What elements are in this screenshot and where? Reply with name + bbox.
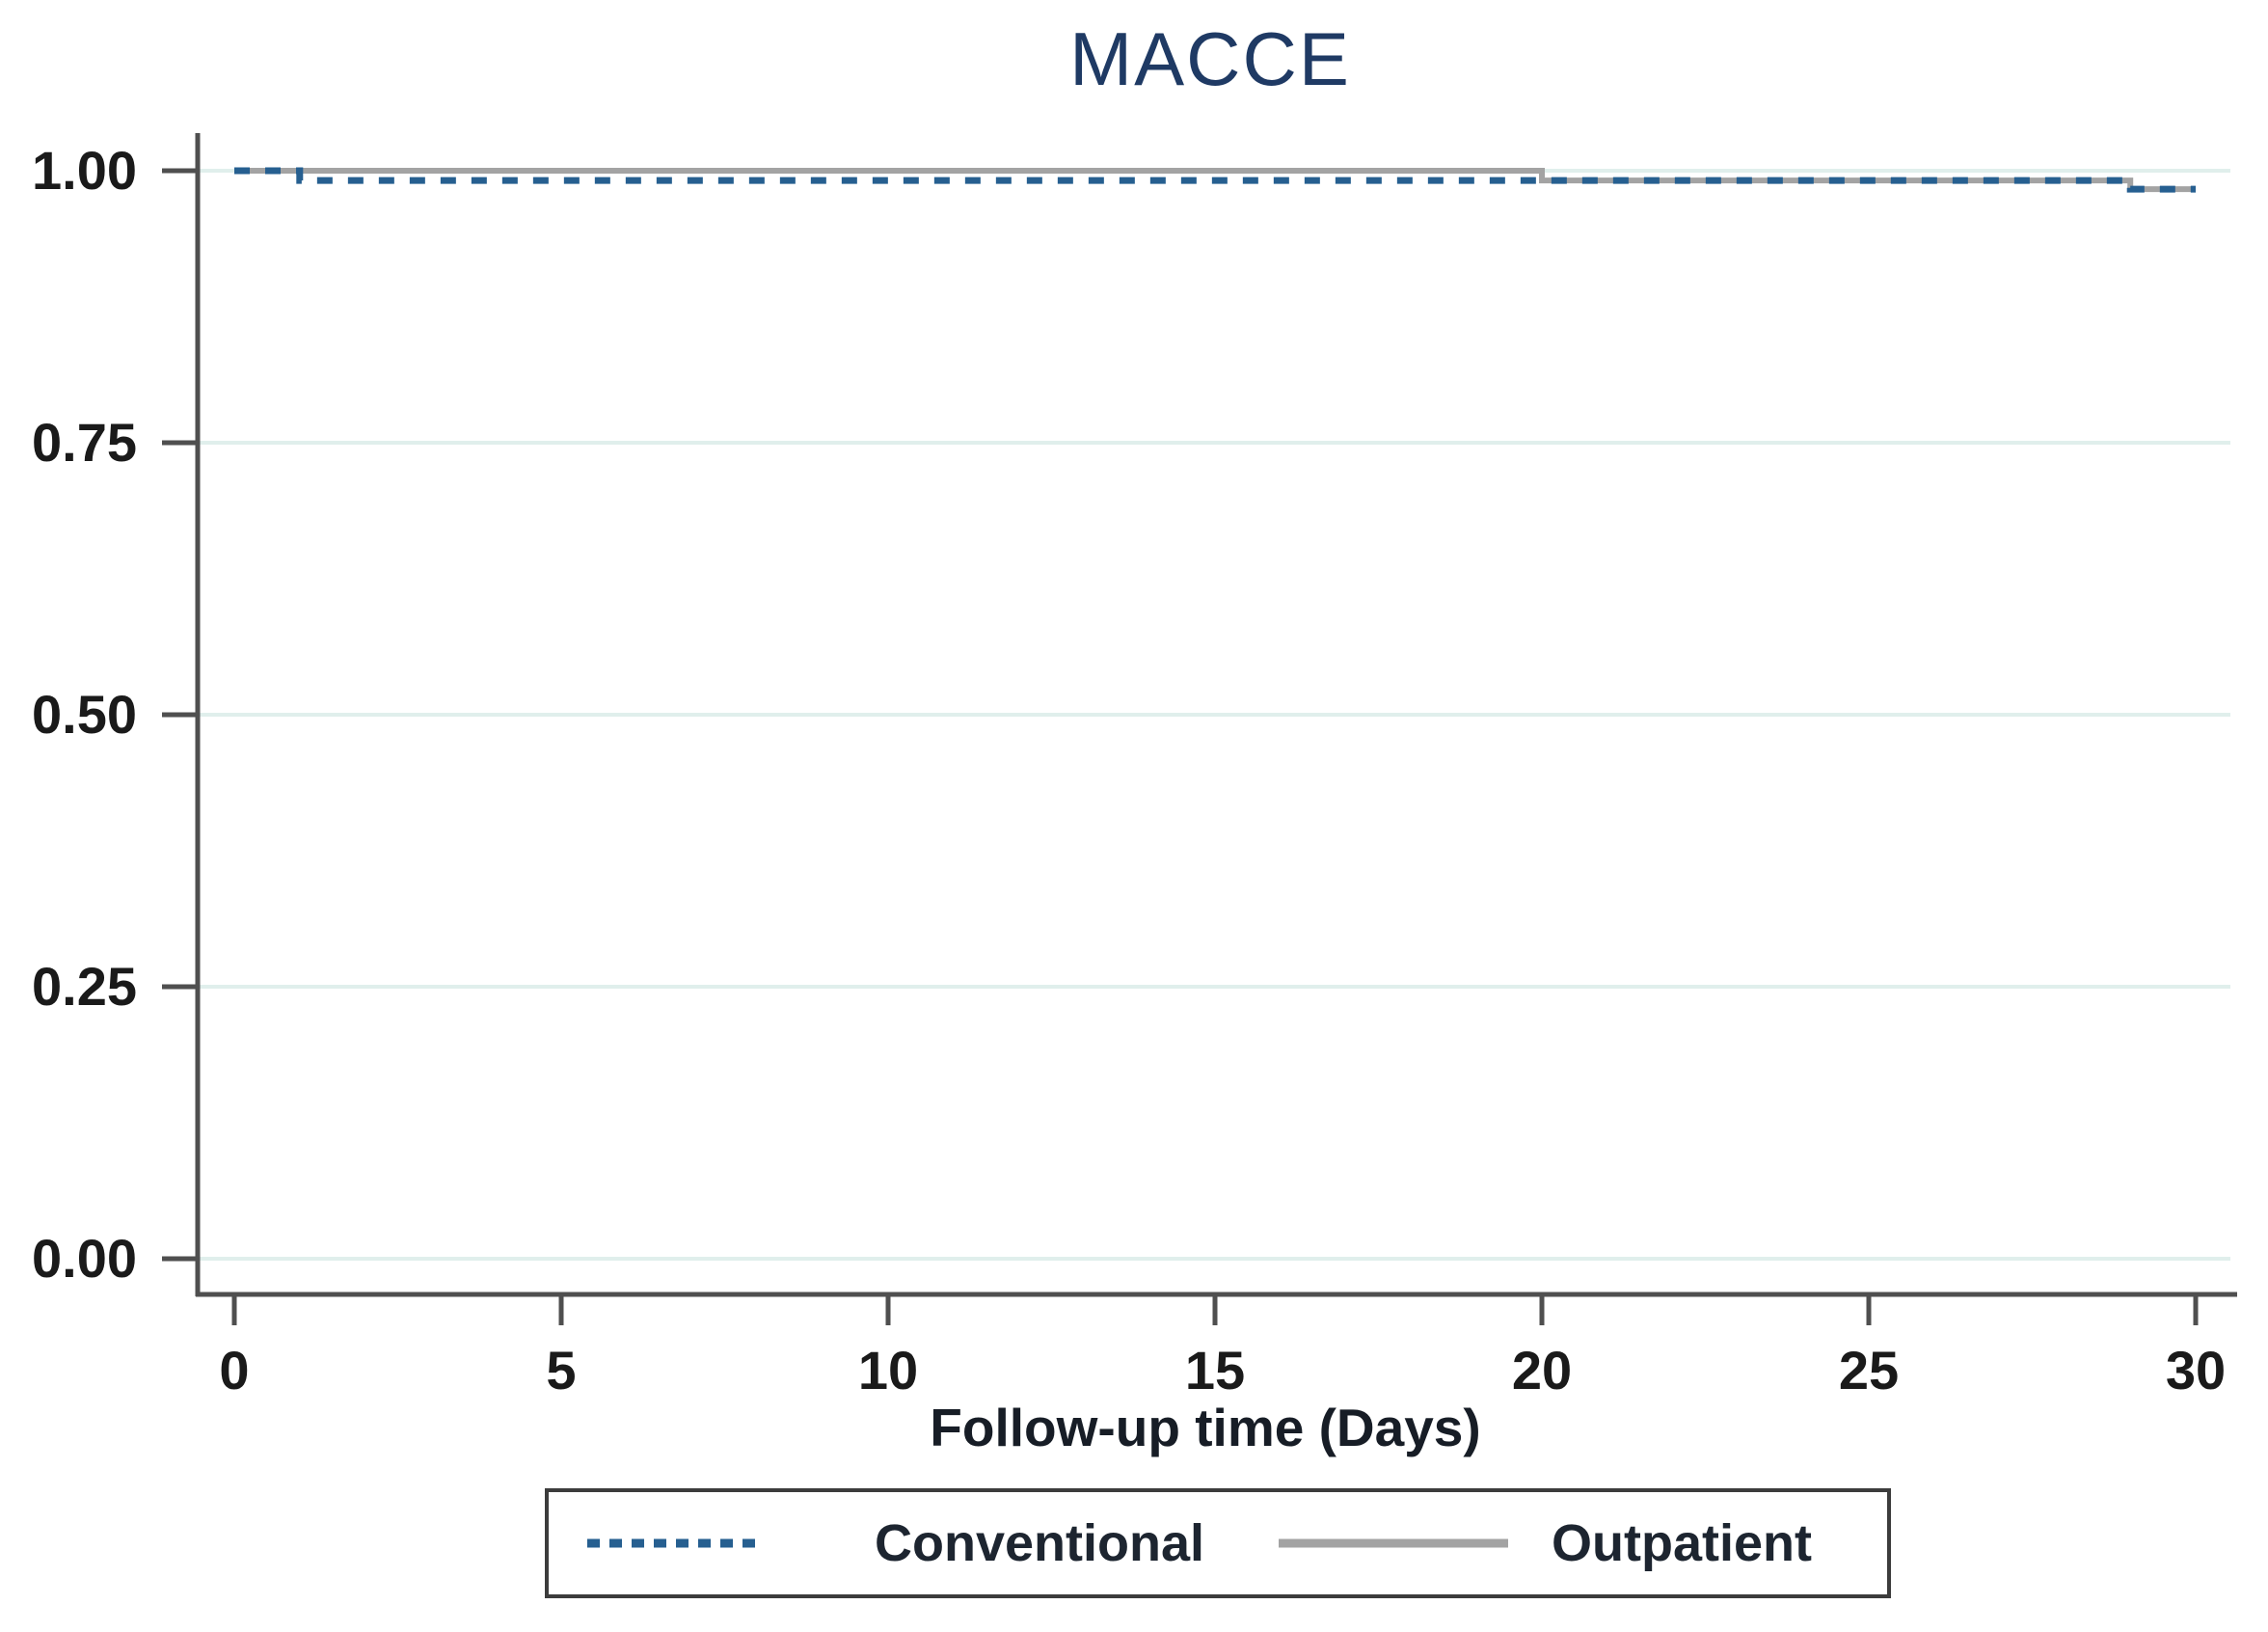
tick-labels-group: 1.00 0.75 0.50 0.25 0.00 0 5 10 15 20 25 30 bbox=[32, 140, 2226, 1401]
gridlines-group bbox=[198, 169, 2230, 1261]
legend-label-conventional: Conventional bbox=[875, 1514, 1205, 1572]
series-line-conventional bbox=[234, 167, 2196, 193]
legend-box: Conventional Outpatient bbox=[545, 1488, 1891, 1598]
y-tick-label: 0.00 bbox=[32, 1228, 137, 1289]
legend-label-outpatient: Outpatient bbox=[1552, 1514, 1812, 1572]
x-tick-label: 25 bbox=[1839, 1340, 1899, 1401]
y-tick-label: 0.50 bbox=[32, 684, 137, 745]
x-tick-label: 5 bbox=[546, 1340, 576, 1401]
x-tick-label: 0 bbox=[219, 1340, 249, 1401]
y-tick-label: 1.00 bbox=[32, 140, 137, 201]
chart-title: MACCE bbox=[1069, 16, 1351, 101]
y-tick-label: 0.75 bbox=[32, 412, 137, 473]
legend-conventional-dashed-sample bbox=[587, 1538, 757, 1548]
legend-outpatient-solid-sample bbox=[1279, 1538, 1508, 1548]
ticks-group bbox=[162, 168, 2199, 1325]
x-tick-label: 30 bbox=[2166, 1340, 2226, 1401]
x-tick-label: 20 bbox=[1512, 1340, 1572, 1401]
x-tick-label: 10 bbox=[858, 1340, 918, 1401]
x-axis-label: Follow-up time (Days) bbox=[930, 1398, 1481, 1457]
series-lines-group bbox=[234, 167, 2196, 193]
x-tick-label: 15 bbox=[1185, 1340, 1245, 1401]
y-tick-label: 0.25 bbox=[32, 956, 137, 1017]
